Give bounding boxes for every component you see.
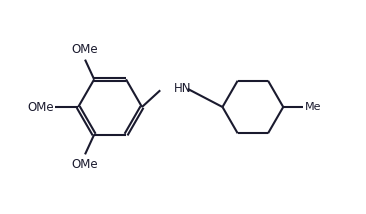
Text: Me: Me [305, 102, 321, 112]
Text: HN: HN [174, 82, 191, 95]
Text: OMe: OMe [72, 158, 98, 171]
Text: OMe: OMe [27, 101, 54, 113]
Text: OMe: OMe [72, 43, 98, 56]
